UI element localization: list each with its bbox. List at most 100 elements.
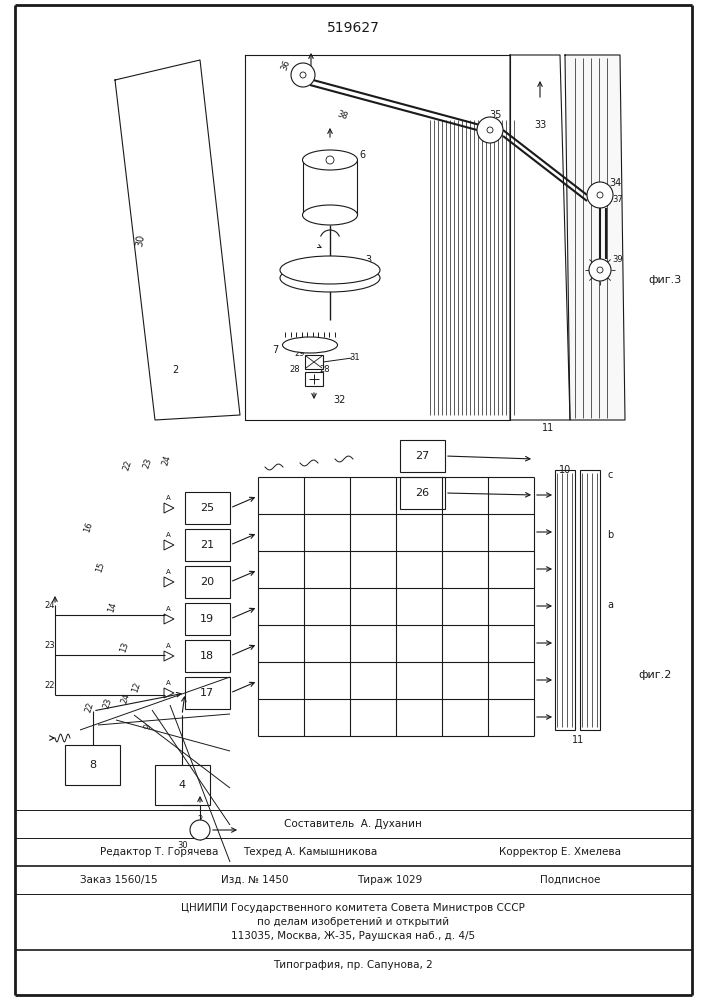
Bar xyxy=(185,603,230,635)
Circle shape xyxy=(291,63,315,87)
Text: 4: 4 xyxy=(178,780,185,790)
Text: 9: 9 xyxy=(143,723,153,731)
Text: Подписное: Подписное xyxy=(540,875,600,885)
Circle shape xyxy=(190,820,210,840)
Text: 22: 22 xyxy=(122,459,134,471)
Text: 11: 11 xyxy=(572,735,584,745)
Text: 31: 31 xyxy=(350,354,361,362)
Text: 3: 3 xyxy=(365,255,371,265)
Text: 519627: 519627 xyxy=(327,21,380,35)
Polygon shape xyxy=(245,55,510,420)
Text: 14: 14 xyxy=(106,601,118,613)
Text: 11: 11 xyxy=(542,423,554,433)
Bar xyxy=(555,470,575,730)
Bar xyxy=(185,492,230,524)
Text: 113035, Москва, Ж-35, Раушская наб., д. 4/5: 113035, Москва, Ж-35, Раушская наб., д. … xyxy=(231,931,475,941)
Text: b: b xyxy=(607,530,613,540)
Text: 7: 7 xyxy=(272,345,278,355)
Circle shape xyxy=(597,267,603,273)
Text: 32: 32 xyxy=(334,395,346,405)
Circle shape xyxy=(587,182,613,208)
Text: Заказ 1560/15: Заказ 1560/15 xyxy=(80,875,158,885)
Text: 33: 33 xyxy=(534,120,546,130)
Bar xyxy=(185,640,230,672)
Text: 28: 28 xyxy=(320,365,330,374)
Bar xyxy=(305,372,323,386)
Circle shape xyxy=(589,259,611,281)
Text: 24: 24 xyxy=(161,454,173,466)
Text: 23: 23 xyxy=(142,457,154,469)
Text: 12: 12 xyxy=(130,681,142,693)
Ellipse shape xyxy=(303,150,358,170)
Text: 2: 2 xyxy=(172,365,178,375)
Text: 35: 35 xyxy=(489,110,501,120)
Circle shape xyxy=(597,192,603,198)
Text: 18: 18 xyxy=(200,651,214,661)
Bar xyxy=(185,566,230,598)
Text: Техред А. Камышникова: Техред А. Камышникова xyxy=(243,847,377,857)
Text: Изд. № 1450: Изд. № 1450 xyxy=(221,875,288,885)
Text: 2: 2 xyxy=(197,816,203,824)
Text: a: a xyxy=(607,600,613,610)
Text: 16: 16 xyxy=(82,521,94,533)
Bar xyxy=(155,765,210,805)
Text: 6: 6 xyxy=(359,150,365,160)
Text: 30: 30 xyxy=(134,233,146,247)
Text: 21: 21 xyxy=(200,540,214,550)
Circle shape xyxy=(487,127,493,133)
Text: A: A xyxy=(165,606,170,612)
Ellipse shape xyxy=(280,264,380,292)
Text: 37: 37 xyxy=(613,196,624,205)
Bar xyxy=(400,477,445,509)
Text: Составитель  А. Духанин: Составитель А. Духанин xyxy=(284,819,422,829)
Bar xyxy=(400,440,445,472)
Text: Тираж 1029: Тираж 1029 xyxy=(357,875,423,885)
Bar xyxy=(65,745,120,785)
Text: 39: 39 xyxy=(613,255,624,264)
Text: 24: 24 xyxy=(45,600,55,609)
Circle shape xyxy=(477,117,503,143)
Text: 25: 25 xyxy=(200,503,214,513)
Text: A: A xyxy=(165,532,170,538)
Text: 22: 22 xyxy=(84,701,96,713)
Text: 29: 29 xyxy=(295,349,305,358)
Polygon shape xyxy=(115,60,240,420)
Text: Типография, пр. Сапунова, 2: Типография, пр. Сапунова, 2 xyxy=(273,960,433,970)
Text: 28: 28 xyxy=(290,365,300,374)
Text: c: c xyxy=(607,470,613,480)
Text: 10: 10 xyxy=(559,465,571,475)
Circle shape xyxy=(326,156,334,164)
Text: 36: 36 xyxy=(280,58,292,72)
Text: фиг.3: фиг.3 xyxy=(648,275,682,285)
Text: A: A xyxy=(165,569,170,575)
Ellipse shape xyxy=(283,337,337,353)
Text: 30: 30 xyxy=(177,840,188,850)
Bar xyxy=(185,529,230,561)
Text: 38: 38 xyxy=(335,109,349,121)
Ellipse shape xyxy=(303,205,358,225)
Bar xyxy=(580,470,600,730)
Text: по делам изобретений и открытий: по делам изобретений и открытий xyxy=(257,917,449,927)
Text: Редактор Т. Горячева: Редактор Т. Горячева xyxy=(100,847,218,857)
Text: 22: 22 xyxy=(45,680,55,690)
Text: 27: 27 xyxy=(415,451,429,461)
Text: 24: 24 xyxy=(120,692,132,704)
Text: Корректор Е. Хмелева: Корректор Е. Хмелева xyxy=(499,847,621,857)
Circle shape xyxy=(300,72,306,78)
Text: фиг.2: фиг.2 xyxy=(638,670,672,680)
Polygon shape xyxy=(565,55,625,420)
Text: 17: 17 xyxy=(200,688,214,698)
Text: A: A xyxy=(165,643,170,649)
Text: 19: 19 xyxy=(200,614,214,624)
Text: A: A xyxy=(165,680,170,686)
Ellipse shape xyxy=(280,256,380,284)
Text: ЦНИИПИ Государственного комитета Совета Министров СССР: ЦНИИПИ Государственного комитета Совета … xyxy=(181,903,525,913)
Text: 34: 34 xyxy=(609,178,621,188)
Bar xyxy=(185,677,230,709)
Text: 23: 23 xyxy=(102,697,114,709)
Text: 20: 20 xyxy=(200,577,214,587)
Text: 13: 13 xyxy=(118,641,130,653)
Text: 23: 23 xyxy=(45,641,55,650)
Polygon shape xyxy=(510,55,570,420)
Text: 26: 26 xyxy=(415,488,429,498)
